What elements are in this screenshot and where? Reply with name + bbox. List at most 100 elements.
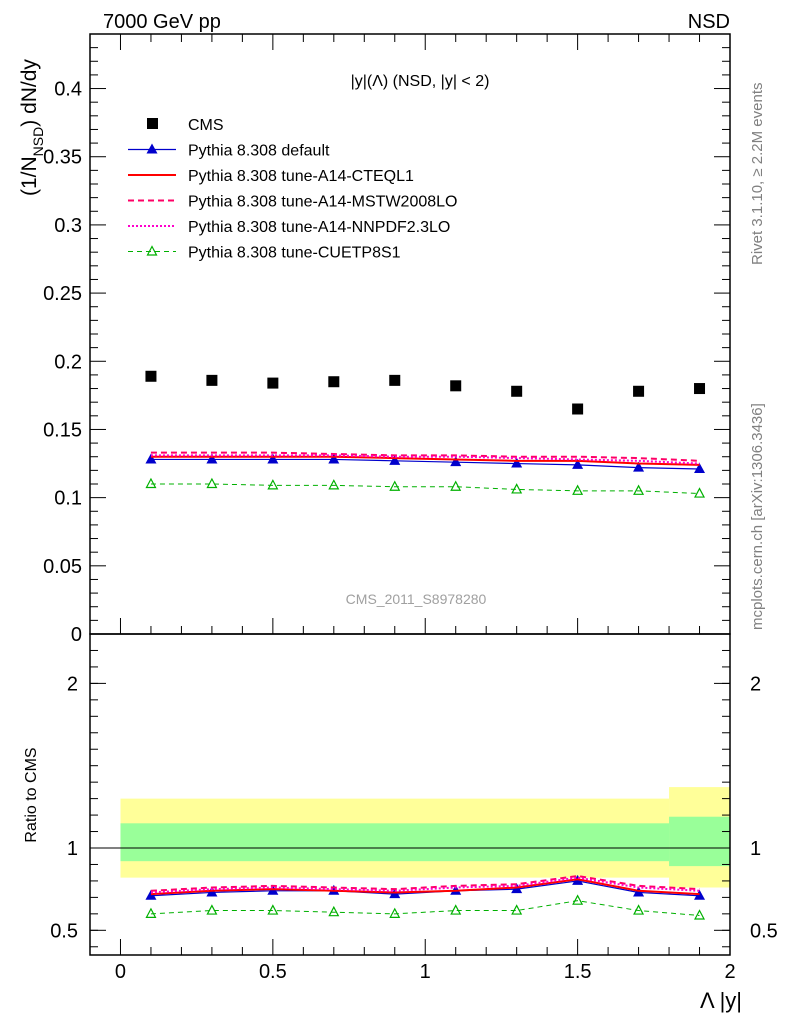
x-axis-label: Λ |y| <box>700 988 742 1013</box>
legend-label-nnpdf: Pythia 8.308 tune-A14-NNPDF2.3LO <box>188 219 450 236</box>
series-marker-cuetp8s1 <box>267 479 279 490</box>
series-line-nnpdf <box>150 454 700 465</box>
series-marker-cuetp8s1 <box>328 479 340 490</box>
main-data-layer <box>145 370 706 498</box>
cms-point <box>267 377 279 389</box>
series-marker-default <box>145 453 157 464</box>
series-marker-default <box>328 453 340 464</box>
series-marker-default <box>389 454 401 465</box>
header-right: NSD <box>688 11 730 33</box>
y-label-prefix: (1/N <box>18 156 41 196</box>
ratio-y-tick-label-right: 2 <box>750 673 761 695</box>
ratio-marker-cuetp8s1 <box>206 904 218 915</box>
main-frame <box>89 33 731 635</box>
analysis-label: CMS_2011_S8978280 <box>346 591 487 607</box>
rivet-label: Rivet 3.1.10, ≥ 2.2M events <box>749 83 766 266</box>
main-y-tick-label: 0.25 <box>43 283 82 305</box>
legend-marker-default <box>146 143 158 154</box>
ratio-marker-default <box>694 889 706 900</box>
x-tick-label: 2 <box>724 961 735 983</box>
ratio-line-cuetp8s1 <box>150 900 700 916</box>
series-marker-cuetp8s1 <box>694 487 706 498</box>
series-marker-default <box>694 463 706 473</box>
legend-swatch-cms <box>147 118 158 129</box>
series-marker-cuetp8s1 <box>145 477 157 489</box>
cms-point <box>694 383 706 395</box>
series-line-default <box>150 458 700 470</box>
ratio-marker-cuetp8s1 <box>328 905 340 917</box>
ratio-line-mstw <box>150 874 700 892</box>
cms-point <box>511 385 523 397</box>
main-y-tick-label: 0 <box>71 624 82 646</box>
cms-point <box>450 380 462 392</box>
ratio-marker-cuetp8s1 <box>145 907 157 918</box>
legend-label-default: Pythia 8.308 default <box>188 143 330 160</box>
series-marker-cuetp8s1 <box>511 483 523 494</box>
ratio-marker-cuetp8s1 <box>511 904 523 915</box>
ratio-line-cteql1 <box>150 878 700 896</box>
legend-marker-cuetp8s1 <box>146 245 158 256</box>
series-marker-cuetp8s1 <box>572 484 584 495</box>
legend-label-cteql1: Pythia 8.308 tune-A14-CTEQL1 <box>188 168 414 185</box>
x-tick-label: 0.5 <box>259 961 287 983</box>
ratio-y-tick-label-right: 0.5 <box>750 920 778 942</box>
ratio-data-layer <box>145 874 706 920</box>
main-y-tick-label: 0.15 <box>43 419 82 441</box>
main-y-tick-label: 0.2 <box>54 351 82 373</box>
main-y-tick-label: 0.4 <box>54 79 82 101</box>
ratio-panel: 0.5 0.5 1 1 2 2 0 0.5 1 1.5 2 Ratio to CMS <box>23 633 778 983</box>
ratio-band-inner <box>120 823 670 862</box>
ratio-y-axis-label: Ratio to CMS <box>23 747 40 842</box>
cms-point <box>633 385 645 397</box>
ratio-frame <box>89 633 731 956</box>
legend-label-cms: CMS <box>188 117 224 134</box>
ratio-marker-cuetp8s1 <box>450 904 462 915</box>
cms-point <box>206 374 218 386</box>
series-marker-default <box>572 458 584 469</box>
main-title: |y|(Λ) (NSD, |y| < 2) <box>351 73 490 90</box>
series-marker-cuetp8s1 <box>389 480 401 491</box>
x-tick-label: 1 <box>420 961 431 983</box>
ratio-y-tick-label: 2 <box>67 673 78 695</box>
series-line-cuetp8s1 <box>150 483 700 495</box>
legend-label-mstw: Pythia 8.308 tune-A14-MSTW2008LO <box>188 194 457 211</box>
ratio-marker-cuetp8s1 <box>572 894 584 905</box>
ratio-marker-cuetp8s1 <box>633 904 645 915</box>
series-marker-default <box>267 453 279 464</box>
cms-point <box>572 403 584 415</box>
ratio-marker-cuetp8s1 <box>267 904 279 915</box>
x-tick-label: 0 <box>115 961 126 983</box>
legend-label-cuetp8s1: Pythia 8.308 tune-CUETP8S1 <box>188 245 401 262</box>
y-label-suffix: ) dN/dy <box>18 59 41 127</box>
ratio-marker-default <box>145 889 157 900</box>
main-y-tick-label: 0.05 <box>43 556 82 578</box>
main-y-tick-label: 0.1 <box>54 488 82 510</box>
main-y-tick-label: 0.3 <box>54 215 82 237</box>
series-marker-default <box>633 461 645 472</box>
y-label-sub: NSD <box>30 127 46 157</box>
x-tick-label: 1.5 <box>564 961 592 983</box>
series-marker-cuetp8s1 <box>450 480 462 491</box>
cms-point <box>389 374 401 386</box>
series-marker-cuetp8s1 <box>206 477 218 489</box>
legend: CMS Pythia 8.308 default Pythia 8.308 tune… <box>128 117 457 262</box>
main-y-axis-label: (1/NNSD) dN/dy <box>18 59 46 196</box>
ratio-y-tick-label: 1 <box>67 838 78 860</box>
ratio-bands <box>120 787 730 888</box>
main-axes: 0 0.05 0.1 0.15 0.2 0.25 0.3 0.35 0.4 <box>43 33 731 646</box>
mcplots-label: mcplots.cern.ch [arXiv:1306.3436] <box>749 403 766 630</box>
series-marker-default <box>206 453 218 464</box>
ratio-axes: 0.5 0.5 1 1 2 2 0 0.5 1 1.5 2 <box>50 633 778 983</box>
series-line-mstw <box>150 451 700 462</box>
ratio-y-tick-label-right: 1 <box>750 838 761 860</box>
series-line-cteql1 <box>150 455 700 466</box>
header-left: 7000 GeV pp <box>103 11 221 33</box>
ratio-marker-cuetp8s1 <box>389 907 401 918</box>
main-y-tick-label: 0.35 <box>43 147 82 169</box>
main-panel: |y|(Λ) (NSD, |y| < 2) CMS_2011_S8978280 … <box>18 33 731 646</box>
series-marker-cuetp8s1 <box>633 484 645 495</box>
cms-point <box>145 370 157 382</box>
ratio-band-inner <box>669 816 730 867</box>
cms-point <box>328 376 340 388</box>
